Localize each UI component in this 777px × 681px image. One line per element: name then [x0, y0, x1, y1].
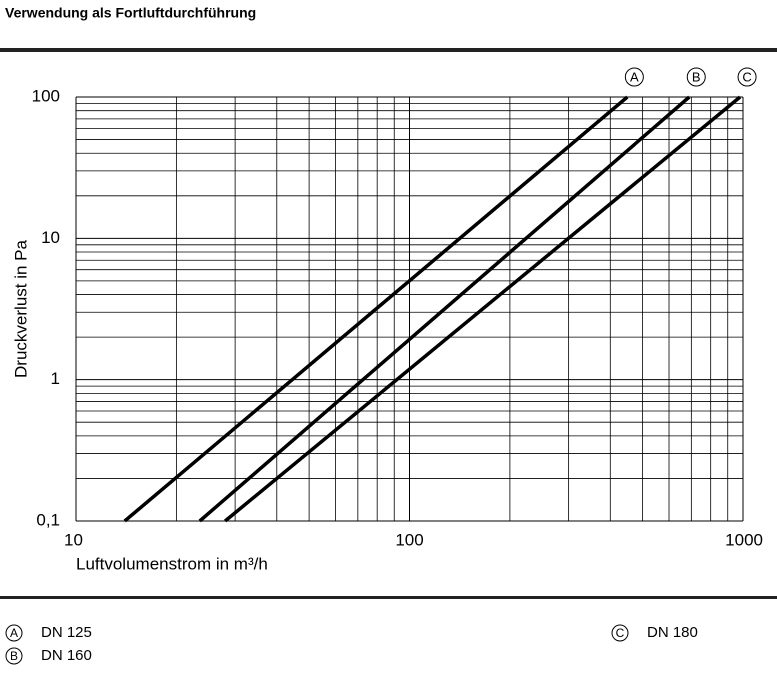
x-tick-label: 10 — [64, 530, 83, 549]
series-marker-label: C — [742, 69, 751, 84]
x-tick-label: 100 — [395, 530, 423, 549]
series-marker-label: A — [630, 69, 639, 84]
legend-marker-label: A — [10, 626, 18, 640]
legend-label: DN 125 — [41, 624, 92, 641]
rule-bottom — [0, 596, 777, 599]
legend-label: DN 180 — [647, 624, 698, 641]
series-line — [123, 95, 629, 523]
series-marker-circle — [737, 67, 757, 87]
series-marker-circle — [686, 67, 706, 87]
x-axis-label: Luftvolumenstrom in m³/h — [76, 554, 268, 573]
x-tick-label: 1000 — [725, 530, 763, 549]
rule-top — [0, 48, 777, 52]
y-tick-label: 10 — [41, 228, 60, 247]
legend-circle — [5, 647, 23, 665]
legend-circle — [5, 624, 23, 642]
y-tick-label: 100 — [32, 86, 60, 105]
chart-title: Verwendung als Fortluftdurchführung — [5, 5, 256, 21]
legend-circle — [611, 624, 629, 642]
y-tick-label: 0,1 — [36, 510, 60, 529]
y-axis-label: Druckverlust in Pa — [11, 239, 30, 377]
series-marker-circle — [624, 67, 644, 87]
legend-marker-label: B — [10, 649, 18, 663]
y-tick-label: 1 — [51, 369, 60, 388]
legend-label: DN 160 — [41, 647, 92, 664]
legend-marker-label: C — [616, 626, 625, 640]
series-marker-label: B — [692, 69, 701, 84]
series-line — [224, 95, 742, 523]
series-line — [198, 95, 691, 523]
